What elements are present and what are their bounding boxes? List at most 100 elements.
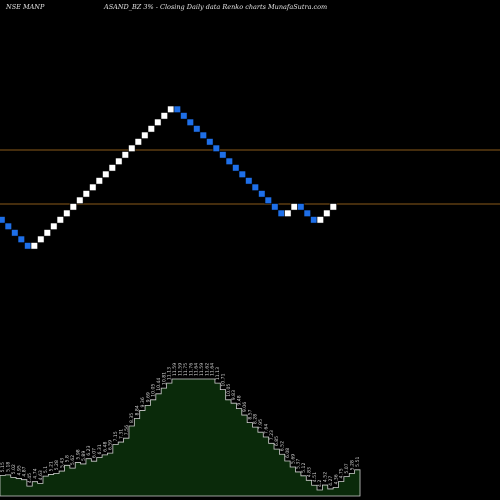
volume-label: 11.59 (178, 363, 184, 376)
volume-label: 9.36 (140, 397, 146, 407)
volume-label: 5.12 (301, 463, 307, 473)
volume-label: 6.31 (97, 444, 103, 454)
volume-label: 11.76 (188, 363, 194, 376)
volume-label: 4.63 (38, 470, 44, 480)
renko-brick-up (43, 229, 51, 237)
volume-label: 11.13 (215, 367, 221, 380)
renko-brick-up (329, 203, 337, 211)
volume-label: 4.95 (16, 465, 22, 475)
volume-label: 7.64 (263, 424, 269, 434)
volume-label: 5.62 (70, 455, 76, 465)
volume-label: 5.18 (6, 462, 12, 472)
volume-label: 6.59 (108, 440, 114, 450)
volume-label: 11.59 (172, 363, 178, 376)
renko-brick-down (193, 125, 201, 133)
renko-brick-down (264, 196, 272, 204)
volume-label: 5.8 (65, 455, 71, 462)
volume-label: 11.64 (210, 363, 216, 376)
volume-label: 11.59 (199, 363, 205, 376)
renko-brick-up (147, 125, 155, 133)
renko-brick-up (121, 151, 129, 159)
volume-label: 5.15 (0, 462, 6, 472)
volume-label: 5.43 (59, 458, 65, 468)
renko-brick-down (303, 209, 311, 217)
renko-brick-up (134, 138, 142, 146)
volume-label: 11.13 (167, 367, 173, 380)
volume-label: 5.21 (49, 461, 55, 471)
renko-brick-down (24, 242, 32, 250)
renko-brick-up (82, 190, 90, 198)
volume-label: 6.52 (280, 441, 286, 451)
volume-label: 4.51 (312, 472, 318, 482)
renko-brick-up (290, 203, 298, 211)
volume-label: 11.62 (204, 363, 210, 376)
volume-label: 9.83 (231, 390, 237, 400)
volume-label: 10.05 (151, 384, 157, 397)
renko-brick-up (154, 118, 162, 126)
volume-label: 5.07 (344, 463, 350, 473)
renko-bricks (0, 105, 337, 250)
renko-brick-up (141, 131, 149, 139)
volume-fill (0, 378, 361, 497)
renko-brick-down (297, 203, 305, 211)
volume-label: 8.57 (247, 409, 253, 419)
volume-label: 10.44 (156, 378, 162, 391)
renko-brick-up (37, 235, 45, 243)
renko-brick-down (251, 183, 259, 191)
volume-label: 5.51 (355, 456, 361, 466)
renko-brick-up (89, 183, 97, 191)
renko-brick-down (310, 216, 318, 224)
reference-lines (0, 149, 500, 205)
volume-label: 4.2 (317, 480, 323, 487)
volume-label: 6.85 (274, 436, 280, 446)
renko-brick-down (212, 144, 220, 152)
volume-label: 5.37 (296, 459, 302, 469)
volume-label: 7.15 (113, 431, 119, 441)
renko-brick-down (17, 235, 25, 243)
volume-label: 5.89 (81, 451, 87, 461)
renko-brick-up (69, 203, 77, 211)
renko-brick-down (219, 151, 227, 159)
renko-brick-up (128, 144, 136, 152)
renko-brick-down (238, 170, 246, 178)
volume-label: 5.28 (54, 460, 60, 470)
renko-brick-up (108, 164, 116, 172)
volume-label: 6.48 (102, 442, 108, 452)
renko-brick-up (50, 222, 58, 230)
volume-label: 10.81 (161, 372, 167, 385)
volume-label: 6.23 (86, 445, 92, 455)
volume-label: 7.56 (124, 425, 130, 435)
renko-brick-up (95, 177, 103, 185)
renko-brick-up (76, 196, 84, 204)
volume-label: 11.75 (183, 363, 189, 376)
renko-brick-up (102, 170, 110, 178)
renko-brick-up (115, 157, 123, 165)
renko-brick-up (167, 105, 175, 113)
renko-brick-down (271, 203, 279, 211)
volume-label: 7.23 (269, 430, 275, 440)
volume-label: 8.28 (253, 414, 259, 424)
renko-brick-down (173, 105, 181, 113)
volume-label: 4.83 (306, 467, 312, 477)
volume-label: 8.35 (129, 413, 135, 423)
volume-label: 5.98 (75, 449, 81, 459)
renko-brick-down (186, 118, 194, 126)
volume-label: 10.71 (220, 373, 226, 386)
volume-label: 9.69 (145, 392, 151, 402)
volume-label: 7.95 (258, 419, 264, 429)
volume-label: 4.87 (22, 466, 28, 476)
renko-brick-down (277, 209, 285, 217)
volume-label: 4.36 (333, 474, 339, 484)
volume-label: 4.75 (339, 468, 345, 478)
renko-brick-down (180, 112, 188, 120)
volume-label: 5.1 (43, 466, 49, 473)
renko-brick-down (4, 222, 12, 230)
volume-area (0, 378, 361, 497)
volume-label: 5.69 (290, 454, 296, 464)
renko-brick-down (258, 190, 266, 198)
volume-label: 9.06 (242, 402, 248, 412)
chart-title-left: NSE MANP (6, 3, 45, 11)
renko-brick-down (245, 177, 253, 185)
volume-label: 6.07 (92, 448, 98, 458)
renko-brick-up (284, 209, 292, 217)
